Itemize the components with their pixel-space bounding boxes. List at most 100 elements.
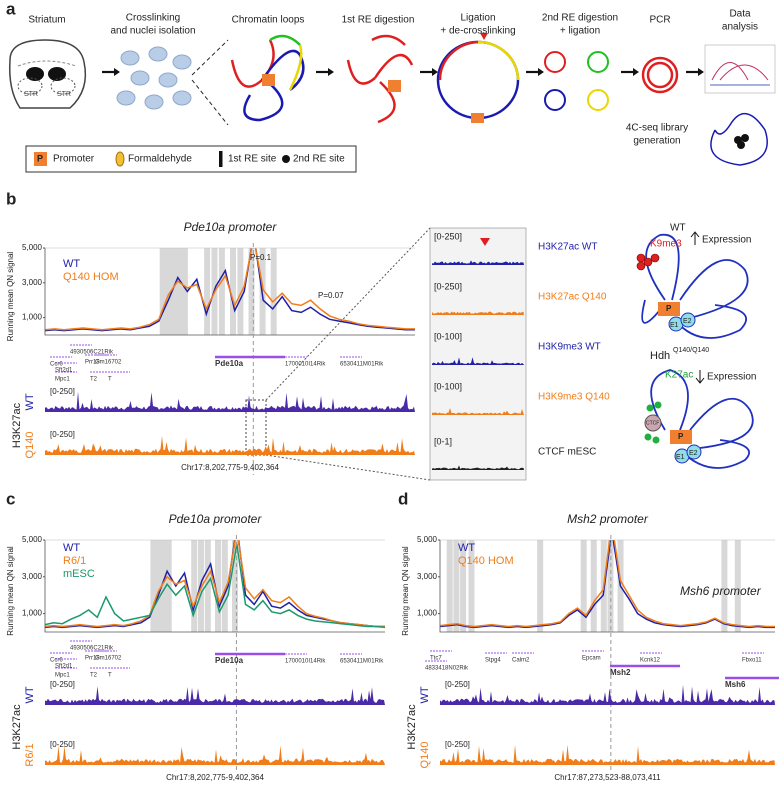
model-label: E2 [689,450,698,457]
gene-label: Msh2 [610,668,631,677]
legend-label: WT [63,542,80,554]
shade [181,248,188,335]
coordinates: Chr17:87,273,523-88,073,411 [554,773,661,782]
signal-track [432,260,524,265]
model-label: CTCF [646,420,659,426]
shade [170,248,177,335]
step-label: 1st RE digestion [342,15,415,26]
step-label: PCR [649,15,670,26]
gene-label: Ttc7 [430,656,442,662]
y-tick-label: 3,000 [22,278,43,287]
shade [218,248,225,335]
step-label: generation [633,136,680,147]
range-label: [0-250] [445,680,470,689]
step-label: and nuclei isolation [110,26,195,37]
shade [721,540,728,632]
y-tick-label: 5,000 [417,535,438,544]
model-label: K9me3 [650,239,682,250]
series-line [45,540,385,628]
shade [580,540,587,632]
signal-track [45,686,385,705]
gene-label: T [108,377,112,383]
signal-track [45,745,385,765]
chart-title: Pde10a promoter [184,220,278,234]
legend-label: 1st RE site [228,154,277,165]
enhancer [686,444,702,460]
step-label: Crosslinking [126,13,180,24]
shade [215,540,221,632]
inset-frame [429,227,527,481]
shade [270,248,277,335]
range-label: [0-1] [434,436,452,446]
legend-label: Formaldehyde [128,154,192,165]
track-name: WT [24,393,36,410]
inset-track-name: H3K9me3 Q140 [538,392,610,403]
track-title: H3K27ac [11,402,23,448]
range-label: [0-250] [434,231,462,241]
shade [248,248,255,335]
gene-label: Mpc1 [55,673,70,679]
gene-label: Fbxo11 [742,658,762,664]
y-tick-label: 1,000 [22,313,43,322]
gene-label: 1700010I14Rik [285,659,326,665]
y-tick-label: 5,000 [22,243,43,252]
chart-title: Pde10a promoter [169,512,263,526]
shade [150,540,157,632]
shade [446,540,453,632]
gene-label: Sft2d1 [55,368,73,374]
range-label: [0-250] [50,740,75,749]
shade [191,540,198,632]
signal-track [440,684,775,705]
legend-label: R6/1 [63,555,86,567]
gene-label: Mpc1 [55,377,70,383]
marker [480,238,490,246]
step-label: analysis [722,22,758,33]
shade [159,248,166,335]
k9-marks [636,253,660,271]
gene-label: T [108,673,112,679]
y-tick-label: 3,000 [417,572,438,581]
gene-label: Calm2 [512,658,530,664]
gene-label: Gm16702 [95,360,122,366]
y-tick-label: 1,000 [22,609,43,618]
gene-label: T2 [90,673,98,679]
model-art [641,233,754,469]
shade [176,248,183,335]
signal-track [432,465,524,470]
y-axis-label: Running mean QN signal [6,252,15,342]
gene-label: 6530411M01Rik [340,362,384,368]
model-label: E1 [670,322,679,329]
track-name: WT [24,686,36,703]
step-label: + ligation [560,26,600,37]
signal-track [432,408,524,415]
promoter-box [658,302,680,316]
step-label: Striatum [28,15,65,26]
track-name: WT [419,686,431,703]
signal-track [440,744,775,765]
k27-marks [644,401,662,444]
legend-label: WT [63,258,80,270]
model-label: Hdh [650,350,670,362]
axis [44,248,415,336]
panel-label: d [398,489,408,508]
shade [460,540,467,632]
model-label: P [666,304,672,313]
up-arrow [690,231,700,245]
model-label: Expression [702,235,751,246]
series-line [440,540,775,628]
shade [232,540,238,632]
gene-label: Ccr6 [50,658,63,664]
gene-label: 4833418N02Rik [425,666,469,672]
coordinates: Chr17:8,202,775-9,402,364 [166,773,264,782]
range-label: [0-250] [50,680,75,689]
shade [590,540,597,632]
step-label: + de-crosslinking [440,26,515,37]
gene-label: Epcam [582,656,601,662]
track-name: R6/1 [24,743,36,766]
range-label: [0-250] [50,430,75,439]
axis [44,540,385,633]
legend-label: Promoter [53,154,95,165]
gene-label: Prr18 [85,656,100,662]
chart-title: Msh2 promoter [567,512,649,526]
model-label: P [678,432,684,441]
